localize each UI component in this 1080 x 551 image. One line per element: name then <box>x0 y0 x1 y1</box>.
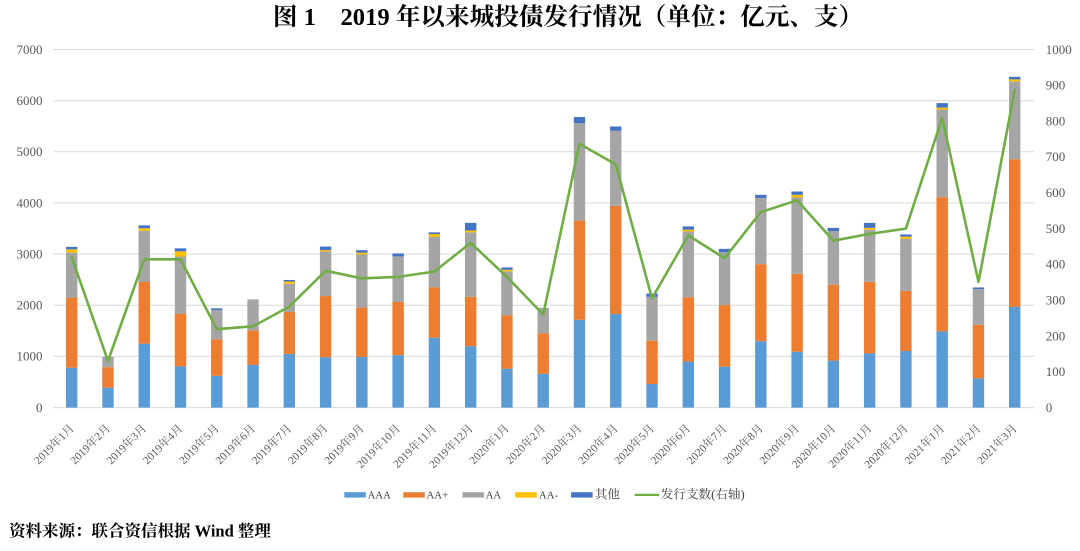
svg-text:7000: 7000 <box>17 42 43 57</box>
svg-text:资料来源：联合资信根据 Wind 整理: 资料来源：联合资信根据 Wind 整理 <box>9 518 271 542</box>
svg-text:300: 300 <box>1046 293 1066 308</box>
svg-text:900: 900 <box>1046 78 1066 93</box>
svg-text:400: 400 <box>1046 257 1066 272</box>
svg-text:AAA: AAA <box>368 487 392 502</box>
svg-text:发行支数(右轴): 发行支数(右轴) <box>661 483 745 502</box>
svg-text:500: 500 <box>1046 221 1066 236</box>
svg-text:5000: 5000 <box>17 144 43 159</box>
svg-text:100: 100 <box>1046 364 1066 379</box>
svg-text:200: 200 <box>1046 328 1066 343</box>
svg-text:2000: 2000 <box>17 298 43 313</box>
svg-text:AA+: AA+ <box>427 487 449 502</box>
svg-text:1000: 1000 <box>1046 42 1072 57</box>
svg-text:1000: 1000 <box>17 349 43 364</box>
svg-text:6000: 6000 <box>17 93 43 108</box>
svg-text:其他: 其他 <box>595 483 621 502</box>
svg-text:图 1 2019 年以来城投债发行情况（单位：亿元、支）: 图 1 2019 年以来城投债发行情况（单位：亿元、支） <box>273 0 863 33</box>
svg-text:AA-: AA- <box>539 487 559 502</box>
svg-text:3000: 3000 <box>17 246 43 261</box>
svg-text:600: 600 <box>1046 185 1066 200</box>
svg-text:800: 800 <box>1046 113 1066 128</box>
svg-text:0: 0 <box>36 400 43 415</box>
svg-text:AA: AA <box>486 487 502 502</box>
svg-text:700: 700 <box>1046 149 1066 164</box>
svg-text:0: 0 <box>1046 400 1053 415</box>
svg-text:4000: 4000 <box>17 195 43 210</box>
